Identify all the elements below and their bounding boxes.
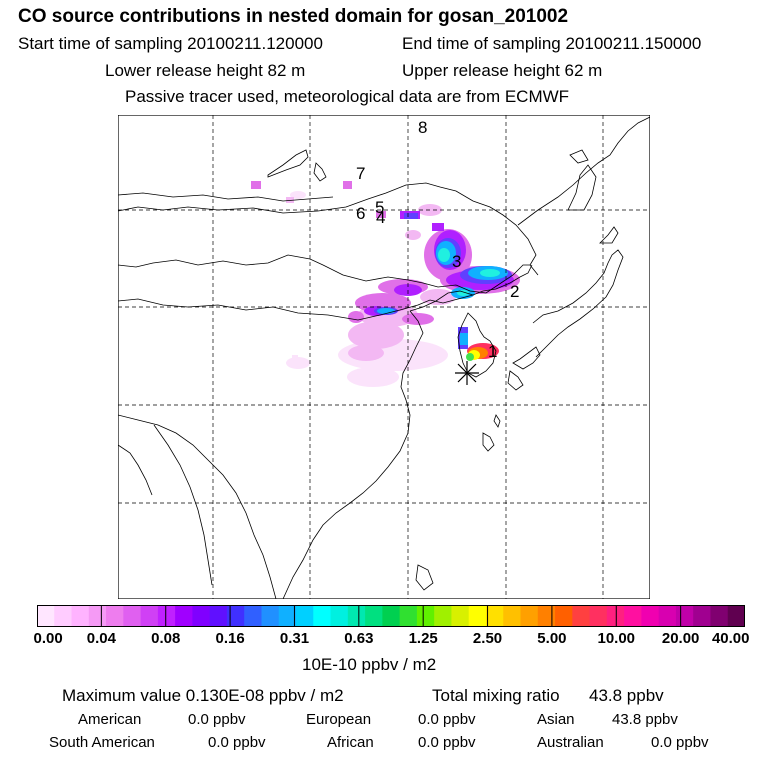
colorbar-swatch — [54, 605, 73, 627]
colorbar-swatch — [503, 605, 522, 627]
upper-release-height: Upper release height 62 m — [402, 61, 603, 80]
colorbar-swatch — [485, 605, 504, 627]
colorbar-swatch — [313, 605, 332, 627]
site-label-1: 1 — [488, 342, 497, 361]
colorbar-swatch — [157, 605, 176, 627]
site-label-5: 5 — [375, 198, 384, 217]
site-label-7: 7 — [356, 164, 365, 183]
region-name-australian: Australian — [537, 734, 604, 751]
region-value-american: 0.0 ppbv — [188, 711, 246, 728]
colorbar-tick-label: 0.63 — [344, 630, 374, 647]
colorbar-swatch — [226, 605, 245, 627]
colorbar-tick-label: 0.04 — [86, 630, 116, 647]
colorbar-swatch — [106, 605, 124, 627]
colorbar — [37, 605, 745, 627]
total-mixing-ratio-value: 43.8 ppbv — [589, 686, 664, 705]
colorbar-swatch — [727, 605, 745, 627]
colorbar-swatch — [365, 605, 383, 627]
site-label-2: 2 — [510, 282, 519, 301]
colorbar-tick-label: 0.16 — [215, 630, 245, 647]
region-name-american: American — [78, 711, 142, 728]
colorbar-swatch — [123, 605, 142, 627]
colorbar-swatch — [520, 605, 539, 627]
colorbar-swatch — [451, 605, 470, 627]
colorbar-swatch — [347, 605, 366, 627]
map-panel: 1 2 3 4 5 6 7 8 — [118, 115, 650, 599]
colorbar-swatch — [382, 605, 401, 627]
region-value-european: 0.0 ppbv — [418, 711, 476, 728]
colorbar-swatch — [244, 605, 263, 627]
colorbar-swatch — [537, 605, 556, 627]
region-value-australian: 0.0 ppbv — [651, 734, 709, 751]
colorbar-units: 10E-10 ppbv / m2 — [302, 655, 437, 674]
colorbar-swatch — [589, 605, 608, 627]
colorbar-tick-label: 20.00 — [661, 630, 700, 647]
maximum-value: Maximum value 0.130E-08 ppbv / m2 — [62, 686, 344, 705]
colorbar-tick-label: 0.00 — [33, 630, 63, 647]
colorbar-swatch — [330, 605, 349, 627]
site-label-6: 6 — [356, 204, 365, 223]
receptor-star-icon — [455, 361, 479, 385]
total-mixing-ratio-label: Total mixing ratio — [432, 686, 560, 705]
colorbar-swatch — [278, 605, 297, 627]
colorbar-swatch — [658, 605, 677, 627]
colorbar-swatch — [399, 605, 418, 627]
colorbar-swatch — [71, 605, 90, 627]
region-name-asian: Asian — [537, 711, 575, 728]
colorbar-swatch — [88, 605, 107, 627]
colorbar-swatch — [209, 605, 228, 627]
colorbar-tick-label: 1.25 — [408, 630, 438, 647]
start-time: Start time of sampling 20100211.120000 — [18, 34, 323, 53]
colorbar-swatch — [555, 605, 573, 627]
tracer-note: Passive tracer used, meteorological data… — [125, 87, 570, 106]
colorbar-swatch — [192, 605, 211, 627]
colorbar-tick-label: 2.50 — [472, 630, 503, 647]
colorbar-swatch — [468, 605, 487, 627]
colorbar-swatch — [572, 605, 591, 627]
colorbar-tick-label: 0.08 — [151, 630, 181, 647]
colorbar-swatch — [641, 605, 660, 627]
colorbar-swatch — [416, 605, 435, 627]
end-time: End time of sampling 20100211.150000 — [402, 34, 702, 53]
graticule — [118, 115, 650, 599]
region-value-south-american: 0.0 ppbv — [208, 734, 266, 751]
region-name-african: African — [327, 734, 374, 751]
lower-release-height: Lower release height 82 m — [105, 61, 306, 80]
site-label-3: 3 — [452, 252, 461, 271]
colorbar-swatch — [624, 605, 642, 627]
colorbar-frame — [37, 605, 745, 627]
colorbar-swatch — [37, 605, 55, 627]
colorbar-tick-label: 0.31 — [279, 630, 310, 647]
colorbar-tick-label: 5.00 — [537, 630, 567, 647]
colorbar-swatch — [140, 605, 159, 627]
colorbar-swatch — [261, 605, 280, 627]
colorbar-swatch — [296, 605, 314, 627]
colorbar-swatch — [675, 605, 694, 627]
map-title: CO source contributions in nested domain… — [18, 6, 569, 27]
region-name-south-american: South American — [49, 734, 155, 751]
region-value-african: 0.0 ppbv — [418, 734, 476, 751]
colorbar-tick-label: 10.00 — [597, 630, 636, 647]
colorbar-swatch — [693, 605, 712, 627]
region-name-european: European — [306, 711, 372, 728]
colorbar-swatch — [434, 605, 453, 627]
site-label-8: 8 — [418, 118, 427, 137]
colorbar-swatch — [710, 605, 729, 627]
site-label-4: 4 — [376, 208, 385, 227]
region-value-asian: 43.8 ppbv — [612, 711, 678, 728]
colorbar-swatch — [175, 605, 194, 627]
coastlines — [118, 116, 650, 599]
colorbar-tick-label: 40.00 — [711, 630, 750, 647]
